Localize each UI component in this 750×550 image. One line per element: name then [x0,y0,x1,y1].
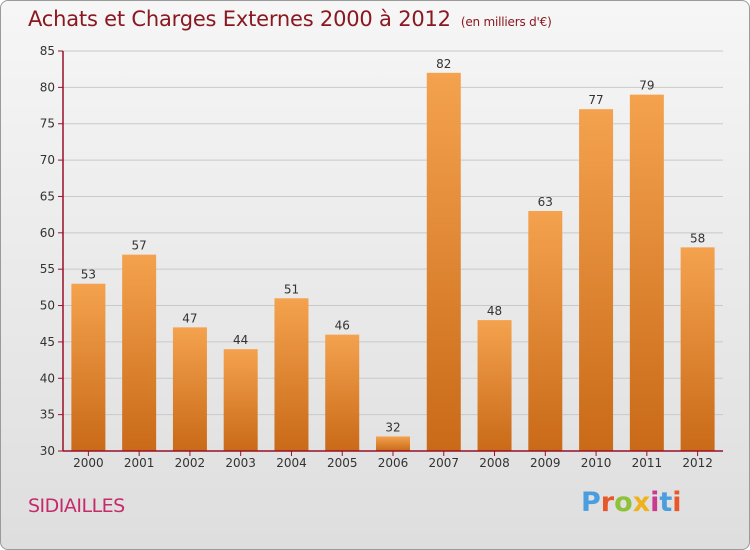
bar [376,436,410,451]
y-tick-label: 40 [40,371,55,385]
bar [579,109,614,451]
data-label: 48 [487,304,502,318]
x-tick-label: 2001 [124,456,155,470]
y-tick-label: 80 [40,80,55,94]
axes [58,50,723,456]
data-labels: 53 57 47 44 51 46 32 82 48 63 77 79 58 [81,57,706,435]
y-tick-label: 65 [40,189,55,203]
data-label: 79 [639,79,654,93]
data-label: 57 [132,239,147,253]
x-tick-label: 2004 [276,456,307,470]
data-label: 77 [588,93,603,107]
bar [71,283,106,451]
commune-name: SIDIAILLES [28,495,125,517]
logo-letter: t [659,487,673,518]
x-tick-label: 2006 [378,456,409,470]
y-tick-label: 45 [40,335,55,349]
y-tick-label: 60 [40,226,55,240]
data-label: 53 [81,268,96,282]
bar [325,334,360,451]
x-tick-label: 2010 [581,456,612,470]
logo-letter: x [632,487,651,518]
grid-lines [63,50,723,416]
data-label: 51 [284,282,299,296]
x-tick-label: 2005 [327,456,358,470]
bar [122,254,157,451]
data-label: 44 [233,333,248,347]
data-label: 82 [436,57,451,71]
x-tick-label: 2003 [225,456,256,470]
y-tick-label: 35 [40,408,55,422]
x-tick-labels: 2000 2001 2002 2003 2004 2005 2006 2007 2008 2009… [73,456,713,470]
x-tick-label: 2009 [530,456,561,470]
chart-title: Achats et Charges Externes 2000 à 2012 (e… [28,7,552,31]
data-label: 58 [690,231,705,245]
bar [426,72,461,452]
bar [629,94,664,452]
logo-letter: i [650,487,660,518]
y-tick-label: 75 [40,117,55,131]
bar [680,247,715,451]
x-tick-label: 2002 [175,456,206,470]
logo-letter: o [614,487,633,518]
y-tick-label: 85 [40,44,55,58]
unit-label: (en milliers d'€) [460,15,552,29]
y-tick-labels: 30 35 40 45 50 55 60 65 70 75 80 85 [40,44,55,458]
y-tick-label: 30 [40,444,55,458]
data-label: 32 [385,420,400,434]
logo-letter: r [600,487,615,518]
bar [223,349,258,451]
bar [172,327,207,451]
proxiti-logo: Proxiti [581,487,682,518]
y-tick-label: 70 [40,153,55,167]
x-tick-label: 2012 [682,456,713,470]
bars [71,72,715,452]
x-tick-label: 2011 [632,456,663,470]
title-text: Achats et Charges Externes 2000 à 2012 [28,7,451,31]
x-tick-label: 2008 [479,456,510,470]
x-tick-label: 2007 [428,456,459,470]
logo-letter: P [581,487,601,518]
data-label: 47 [182,311,197,325]
data-label: 46 [335,319,350,333]
y-tick-label: 55 [40,262,55,276]
x-tick-label: 2000 [73,456,104,470]
bar [477,320,512,451]
bar [274,298,309,451]
data-label: 63 [538,195,553,209]
y-tick-label: 50 [40,299,55,313]
logo-letter: i [672,487,682,518]
bar [528,211,563,451]
